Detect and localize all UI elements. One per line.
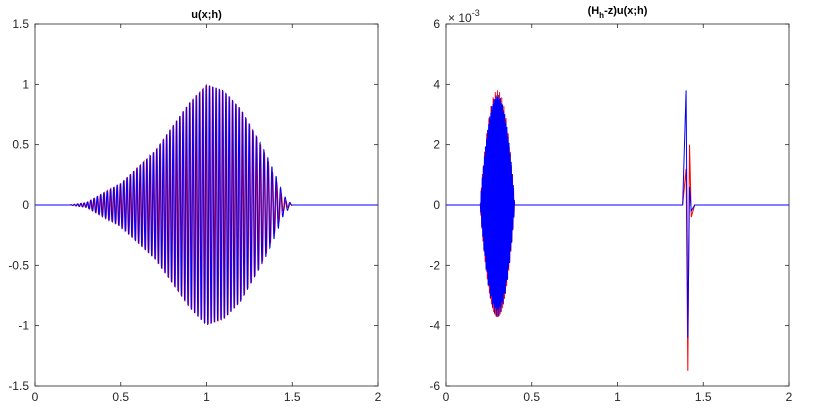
y-exponent-label: × 10-3 bbox=[448, 8, 480, 25]
chart-right-title: (Hh-z)u(x;h) bbox=[588, 5, 648, 20]
chart-left-title: u(x;h) bbox=[191, 9, 222, 21]
y-tick-label: 1.5 bbox=[12, 17, 29, 31]
chart-right-plot-area: 0 0.5 1 1.5 2 -6 -4 -2 0 2 4 6 bbox=[429, 17, 792, 404]
y-tick-label: -2 bbox=[429, 258, 440, 272]
y-tick-label: -0.5 bbox=[8, 258, 29, 272]
title-part-b: -z)u(x;h) bbox=[604, 5, 648, 17]
series-line-1 bbox=[35, 85, 378, 326]
title-part-sub: h bbox=[599, 11, 604, 20]
chart-left: u(x;h) 0 0.5 1 1.5 2 -1.5 -1 -0.5 0 0.5 1 1.5 bbox=[8, 9, 381, 404]
y-tick-label: -6 bbox=[429, 379, 440, 393]
x-tick-label: 1.5 bbox=[284, 390, 301, 404]
y-tick-label: -1.5 bbox=[8, 379, 29, 393]
x-tick-label: 0.5 bbox=[112, 390, 129, 404]
x-tick-label: 0.5 bbox=[523, 390, 540, 404]
y-tick-label: 4 bbox=[433, 77, 440, 91]
y-tick-label: 0 bbox=[433, 198, 440, 212]
y-tick-label: 0 bbox=[22, 198, 29, 212]
y-exponent-base: × 10 bbox=[448, 11, 472, 25]
y-tick-label: -4 bbox=[429, 319, 440, 333]
chart-left-plot-area: 0 0.5 1 1.5 2 -1.5 -1 -0.5 0 0.5 1 1.5 bbox=[8, 17, 381, 404]
series-line-1 bbox=[446, 90, 789, 338]
x-tick-label: 1 bbox=[614, 390, 621, 404]
x-tick-label: 2 bbox=[786, 390, 793, 404]
y-tick-label: 6 bbox=[433, 17, 440, 31]
chart-right: (Hh-z)u(x;h) × 10-3 0 0.5 1 1.5 2 -6 -4 -2 0 2 4 6 bbox=[429, 5, 792, 404]
y-tick-label: 0.5 bbox=[12, 138, 29, 152]
x-tick-label: 1.5 bbox=[695, 390, 712, 404]
title-part-a: (H bbox=[588, 5, 600, 17]
y-exponent-power: -3 bbox=[472, 8, 480, 18]
x-tick-label: 0 bbox=[443, 390, 450, 404]
x-tick-label: 0 bbox=[32, 390, 39, 404]
y-tick-label: 1 bbox=[22, 77, 29, 91]
y-tick-label: -1 bbox=[18, 319, 29, 333]
x-tick-label: 2 bbox=[375, 390, 382, 404]
y-tick-label: 2 bbox=[433, 138, 440, 152]
x-tick-label: 1 bbox=[203, 390, 210, 404]
